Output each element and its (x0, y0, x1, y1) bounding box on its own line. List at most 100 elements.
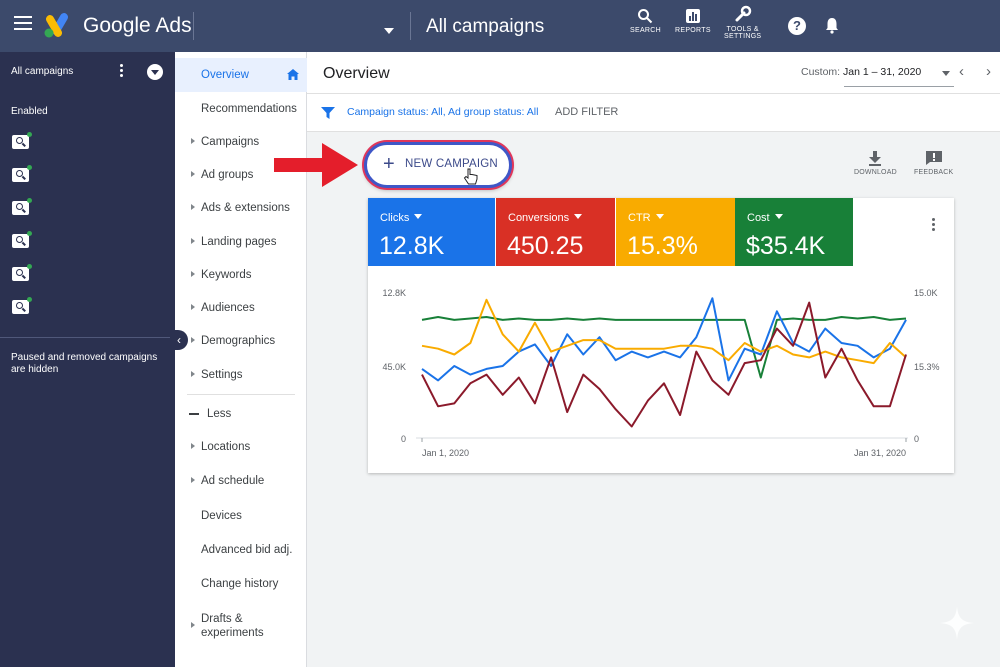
red-pointer-arrow-icon (274, 143, 358, 187)
chevron-right-icon (191, 271, 195, 277)
nav-item-label: Settings (201, 369, 243, 381)
hand-cursor-icon (463, 168, 478, 185)
overview-header: Overview Custom: Jan 1 – 31, 2020 ‹ › (307, 52, 1000, 94)
nav-item-label: Locations (201, 441, 251, 453)
search-campaign-icon[interactable] (12, 297, 32, 314)
nav-item-label: Landing pages (201, 236, 277, 248)
nav-item-label: Audiences (201, 302, 255, 314)
chevron-right-icon (191, 371, 195, 377)
line-chart: 12.8K 45.0K 0 15.0K 15.3% 0 Jan 1, 2020 … (382, 288, 939, 458)
chevron-right-icon (191, 204, 195, 210)
search-campaign-icon[interactable] (12, 198, 32, 215)
right-axis-tick: 15.0K (914, 288, 938, 298)
previous-period-button[interactable]: ‹ (959, 63, 964, 80)
nav-item-label: Drafts & experiments (201, 613, 264, 639)
chevron-right-icon (191, 337, 195, 343)
metric-tile-clicks[interactable]: Clicks 12.8K (368, 198, 495, 266)
metric-tile-conversions[interactable]: Conversions 450.25 (496, 198, 615, 266)
paused-campaigns-note: Paused and removed campaigns are hidden (11, 352, 158, 375)
reports-tool-button[interactable]: REPORTS (675, 8, 711, 34)
ad-group-status-label: , Ad group status: (442, 106, 525, 118)
chevron-down-icon[interactable] (384, 28, 394, 34)
search-tool-label: SEARCH (630, 27, 661, 34)
next-period-button[interactable]: › (986, 63, 991, 80)
date-range-picker[interactable]: Custom: Jan 1 – 31, 2020 (801, 66, 921, 78)
campaign-status-value: All (431, 106, 443, 118)
sparkle-icon (940, 606, 974, 640)
series-line-1 (421, 297, 907, 382)
more-options-icon[interactable] (120, 64, 124, 79)
download-icon (869, 151, 882, 166)
enabled-section-label: Enabled (11, 106, 48, 117)
reports-tool-label: REPORTS (675, 27, 711, 34)
filter-bar: Campaign status: All, Ad group status: A… (307, 94, 1000, 132)
metric-label: Cost (747, 212, 783, 224)
status-dot (27, 297, 32, 302)
date-range-value: Jan 1 – 31, 2020 (843, 66, 922, 78)
chevron-right-icon (191, 477, 195, 483)
nav-item-label: Campaigns (201, 136, 260, 148)
nav-item-label: Less (207, 408, 232, 420)
wrench-icon (735, 5, 751, 22)
new-campaign-label: NEW CAMPAIGN (405, 158, 498, 170)
search-campaign-icon[interactable] (12, 231, 32, 248)
search-campaign-icon[interactable] (12, 165, 32, 182)
right-axis-tick: 0 (914, 434, 919, 444)
new-campaign-button[interactable]: + NEW CAMPAIGN (364, 142, 512, 188)
status-dot (27, 264, 32, 269)
home-icon (287, 69, 299, 80)
x-axis-end-label: Jan 31, 2020 (854, 448, 906, 458)
metric-value: 15.3% (627, 232, 698, 260)
feedback-label: FEEDBACK (914, 169, 954, 176)
search-campaign-icon[interactable] (12, 132, 32, 149)
nav-item-label: Advanced bid adj. (201, 544, 293, 556)
top-bar: Google Ads All campaigns SEARCH REPORTS … (0, 0, 1000, 52)
search-tool-button[interactable]: SEARCH (630, 8, 661, 34)
divider (187, 394, 295, 395)
metric-tile-cost[interactable]: Cost $35.4K (735, 198, 853, 266)
collapse-sidebar-button[interactable]: ‹ (170, 330, 188, 350)
chevron-right-icon (191, 304, 195, 310)
status-dot (27, 132, 32, 137)
divider (193, 12, 194, 40)
ad-group-status-value: All (526, 106, 539, 118)
chevron-right-icon (191, 171, 195, 177)
expand-dropdown-icon[interactable] (147, 64, 163, 80)
search-icon (638, 9, 653, 24)
help-icon[interactable]: ? (788, 17, 806, 35)
nav-item-label: Ad schedule (201, 475, 265, 487)
search-campaign-icon[interactable] (12, 264, 32, 281)
active-filters[interactable]: Campaign status: All, Ad group status: A… (347, 106, 538, 118)
nav-item-overview[interactable]: Overview (175, 58, 307, 92)
nav-item-label: Demographics (201, 335, 276, 347)
page-menu: Overview Recommendations Campaigns Ad gr… (175, 52, 307, 667)
campaign-tree-sidebar: All campaigns Enabled Paused and removed… (0, 52, 175, 667)
status-dot (27, 165, 32, 170)
nav-item-label: Keywords (201, 269, 252, 281)
overview-title: Overview (323, 65, 390, 82)
series-line-3 (421, 301, 907, 428)
nav-item-label: Ads & extensions (201, 202, 290, 214)
metric-label: CTR (628, 212, 664, 224)
left-axis-tick: 12.8K (382, 288, 406, 298)
tools-settings-button[interactable]: TOOLS & SETTINGS (724, 5, 761, 40)
status-dot (27, 231, 32, 236)
add-filter-button[interactable]: ADD FILTER (555, 106, 619, 118)
page-title: All campaigns (426, 16, 545, 37)
chevron-down-icon[interactable] (942, 71, 950, 76)
download-button[interactable]: DOWNLOAD (854, 150, 897, 176)
metric-value: 450.25 (507, 232, 584, 260)
nav-item-label: Ad groups (201, 169, 254, 181)
menu-icon[interactable] (14, 16, 32, 30)
nav-item-label: Recommendations (201, 103, 297, 115)
filter-icon[interactable] (321, 106, 335, 120)
status-dot (27, 198, 32, 203)
more-options-icon[interactable] (932, 218, 936, 233)
all-campaigns-label[interactable]: All campaigns (11, 66, 74, 77)
performance-chart-card: Clicks 12.8K Conversions 450.25 CTR 15.3… (368, 198, 954, 473)
feedback-button[interactable]: FEEDBACK (914, 150, 953, 176)
feedback-icon (925, 151, 942, 165)
tools-settings-label-1: TOOLS & (726, 26, 759, 33)
metric-tile-ctr[interactable]: CTR 15.3% (616, 198, 735, 266)
notifications-bell-icon[interactable] (823, 16, 841, 34)
